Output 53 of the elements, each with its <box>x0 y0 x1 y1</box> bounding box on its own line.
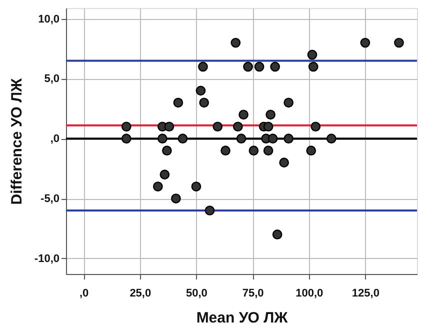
point <box>266 110 276 120</box>
point <box>160 170 170 180</box>
point <box>248 146 259 156</box>
point <box>236 134 246 144</box>
y-tick-label: -10,0 <box>34 252 60 265</box>
y-tick-label: -5,0 <box>40 193 60 206</box>
x-tick-label: ,0 <box>79 288 89 300</box>
point <box>238 110 248 120</box>
point <box>284 98 294 108</box>
point <box>263 122 274 132</box>
y-tick-label: 5,0 <box>44 73 60 86</box>
point <box>204 206 215 216</box>
point <box>254 62 264 72</box>
point <box>360 38 370 48</box>
y-axis-title: Difference УО ЛЖ <box>8 78 26 205</box>
x-axis-title: Mean УО ЛЖ <box>196 310 288 326</box>
point <box>220 146 230 156</box>
point <box>121 122 132 132</box>
point <box>164 122 174 132</box>
point <box>232 122 243 132</box>
point <box>198 62 208 72</box>
point <box>212 122 223 132</box>
x-tick-label: 25,0 <box>130 288 152 300</box>
point <box>272 230 282 240</box>
point <box>162 146 172 156</box>
point <box>268 134 278 144</box>
point <box>326 134 336 144</box>
point <box>199 98 210 108</box>
point <box>310 122 321 132</box>
point <box>284 134 294 144</box>
point <box>196 86 206 96</box>
point <box>270 62 280 72</box>
x-tick-label: 75,0 <box>242 288 264 300</box>
point <box>307 50 318 60</box>
x-tick-label: 125,0 <box>352 288 380 300</box>
x-tick-label: 100,0 <box>296 288 324 300</box>
point <box>306 146 316 156</box>
point <box>230 38 241 48</box>
point <box>243 62 253 72</box>
point <box>308 62 318 72</box>
point <box>121 134 132 144</box>
point <box>152 182 163 192</box>
y-tick-label: 10,0 <box>38 13 60 26</box>
point <box>178 134 188 144</box>
point <box>279 158 290 168</box>
point <box>171 194 181 204</box>
x-tick-label: 50,0 <box>186 288 208 300</box>
y-tick-label: ,0 <box>50 133 60 146</box>
point <box>191 182 202 192</box>
point <box>263 146 274 156</box>
point <box>173 98 184 108</box>
point <box>157 134 168 144</box>
point <box>394 38 404 48</box>
